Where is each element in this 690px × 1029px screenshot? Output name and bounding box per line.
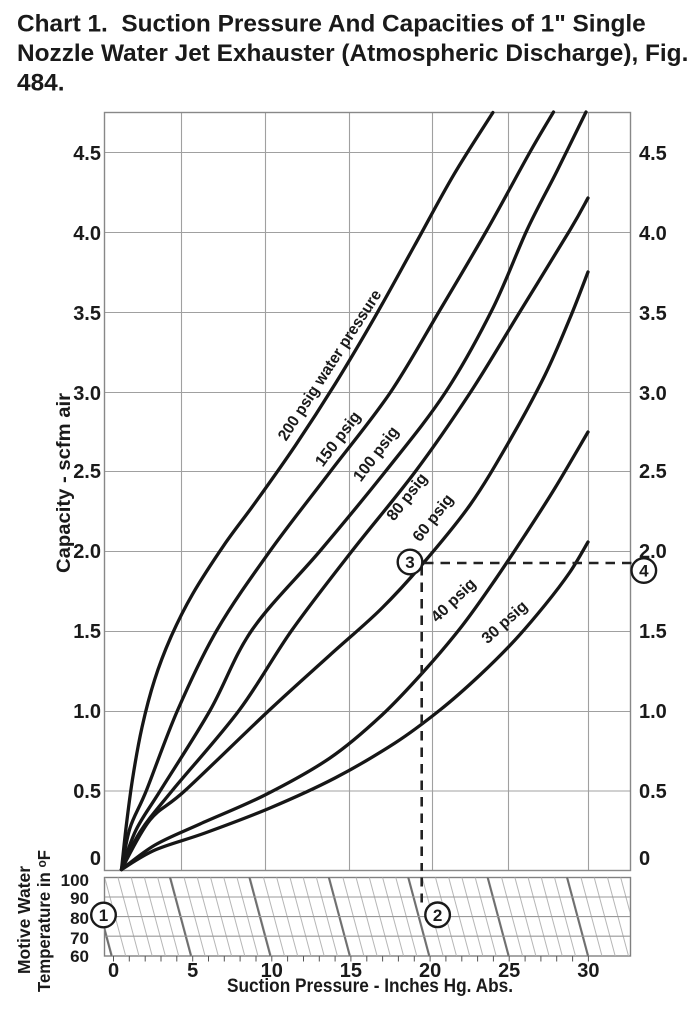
svg-text:1.5: 1.5 (639, 621, 667, 643)
svg-text:3.0: 3.0 (639, 383, 667, 405)
svg-text:Motive Water: Motive Water (14, 866, 34, 974)
svg-text:1.5: 1.5 (73, 621, 101, 643)
svg-text:25: 25 (498, 960, 520, 982)
svg-text:5: 5 (187, 960, 198, 982)
svg-text:3.5: 3.5 (639, 303, 667, 325)
svg-text:100: 100 (61, 871, 89, 890)
svg-text:4: 4 (639, 562, 649, 581)
svg-text:Capacity - scfm air: Capacity - scfm air (53, 393, 75, 573)
svg-text:4.5: 4.5 (73, 143, 101, 165)
svg-text:0.5: 0.5 (639, 781, 667, 803)
svg-text:70: 70 (70, 929, 89, 948)
svg-text:3.5: 3.5 (73, 303, 101, 325)
svg-text:0: 0 (108, 960, 119, 982)
svg-text:90: 90 (70, 889, 89, 908)
svg-text:1.0: 1.0 (639, 701, 667, 723)
svg-text:4.5: 4.5 (639, 143, 667, 165)
svg-text:0: 0 (639, 848, 650, 870)
svg-text:Suction Pressure - Inches Hg.: Suction Pressure - Inches Hg. Abs. (227, 976, 513, 997)
svg-text:60: 60 (70, 947, 89, 966)
svg-text:0: 0 (90, 848, 101, 870)
svg-text:2.0: 2.0 (73, 541, 101, 563)
svg-text:15: 15 (340, 960, 362, 982)
svg-text:2.5: 2.5 (73, 461, 101, 483)
svg-text:4.0: 4.0 (73, 223, 101, 245)
svg-text:3.0: 3.0 (73, 383, 101, 405)
svg-text:2: 2 (433, 906, 442, 925)
svg-text:Temperature in oF: Temperature in oF (34, 850, 54, 992)
svg-text:20: 20 (419, 960, 441, 982)
svg-text:80: 80 (70, 909, 89, 928)
svg-text:Chart 1. Suction Pressure And: Chart 1. Suction Pressure And Capacities… (17, 11, 646, 38)
svg-text:484.: 484. (17, 70, 64, 97)
svg-text:1: 1 (99, 906, 108, 925)
svg-text:1.0: 1.0 (73, 701, 101, 723)
svg-text:0.5: 0.5 (73, 781, 101, 803)
svg-text:10: 10 (261, 960, 283, 982)
svg-text:4.0: 4.0 (639, 223, 667, 245)
svg-text:3: 3 (405, 553, 414, 572)
svg-text:Nozzle Water Jet Exhauster (At: Nozzle Water Jet Exhauster (Atmospheric … (17, 40, 688, 67)
svg-text:2.5: 2.5 (639, 461, 667, 483)
svg-text:30: 30 (577, 960, 599, 982)
